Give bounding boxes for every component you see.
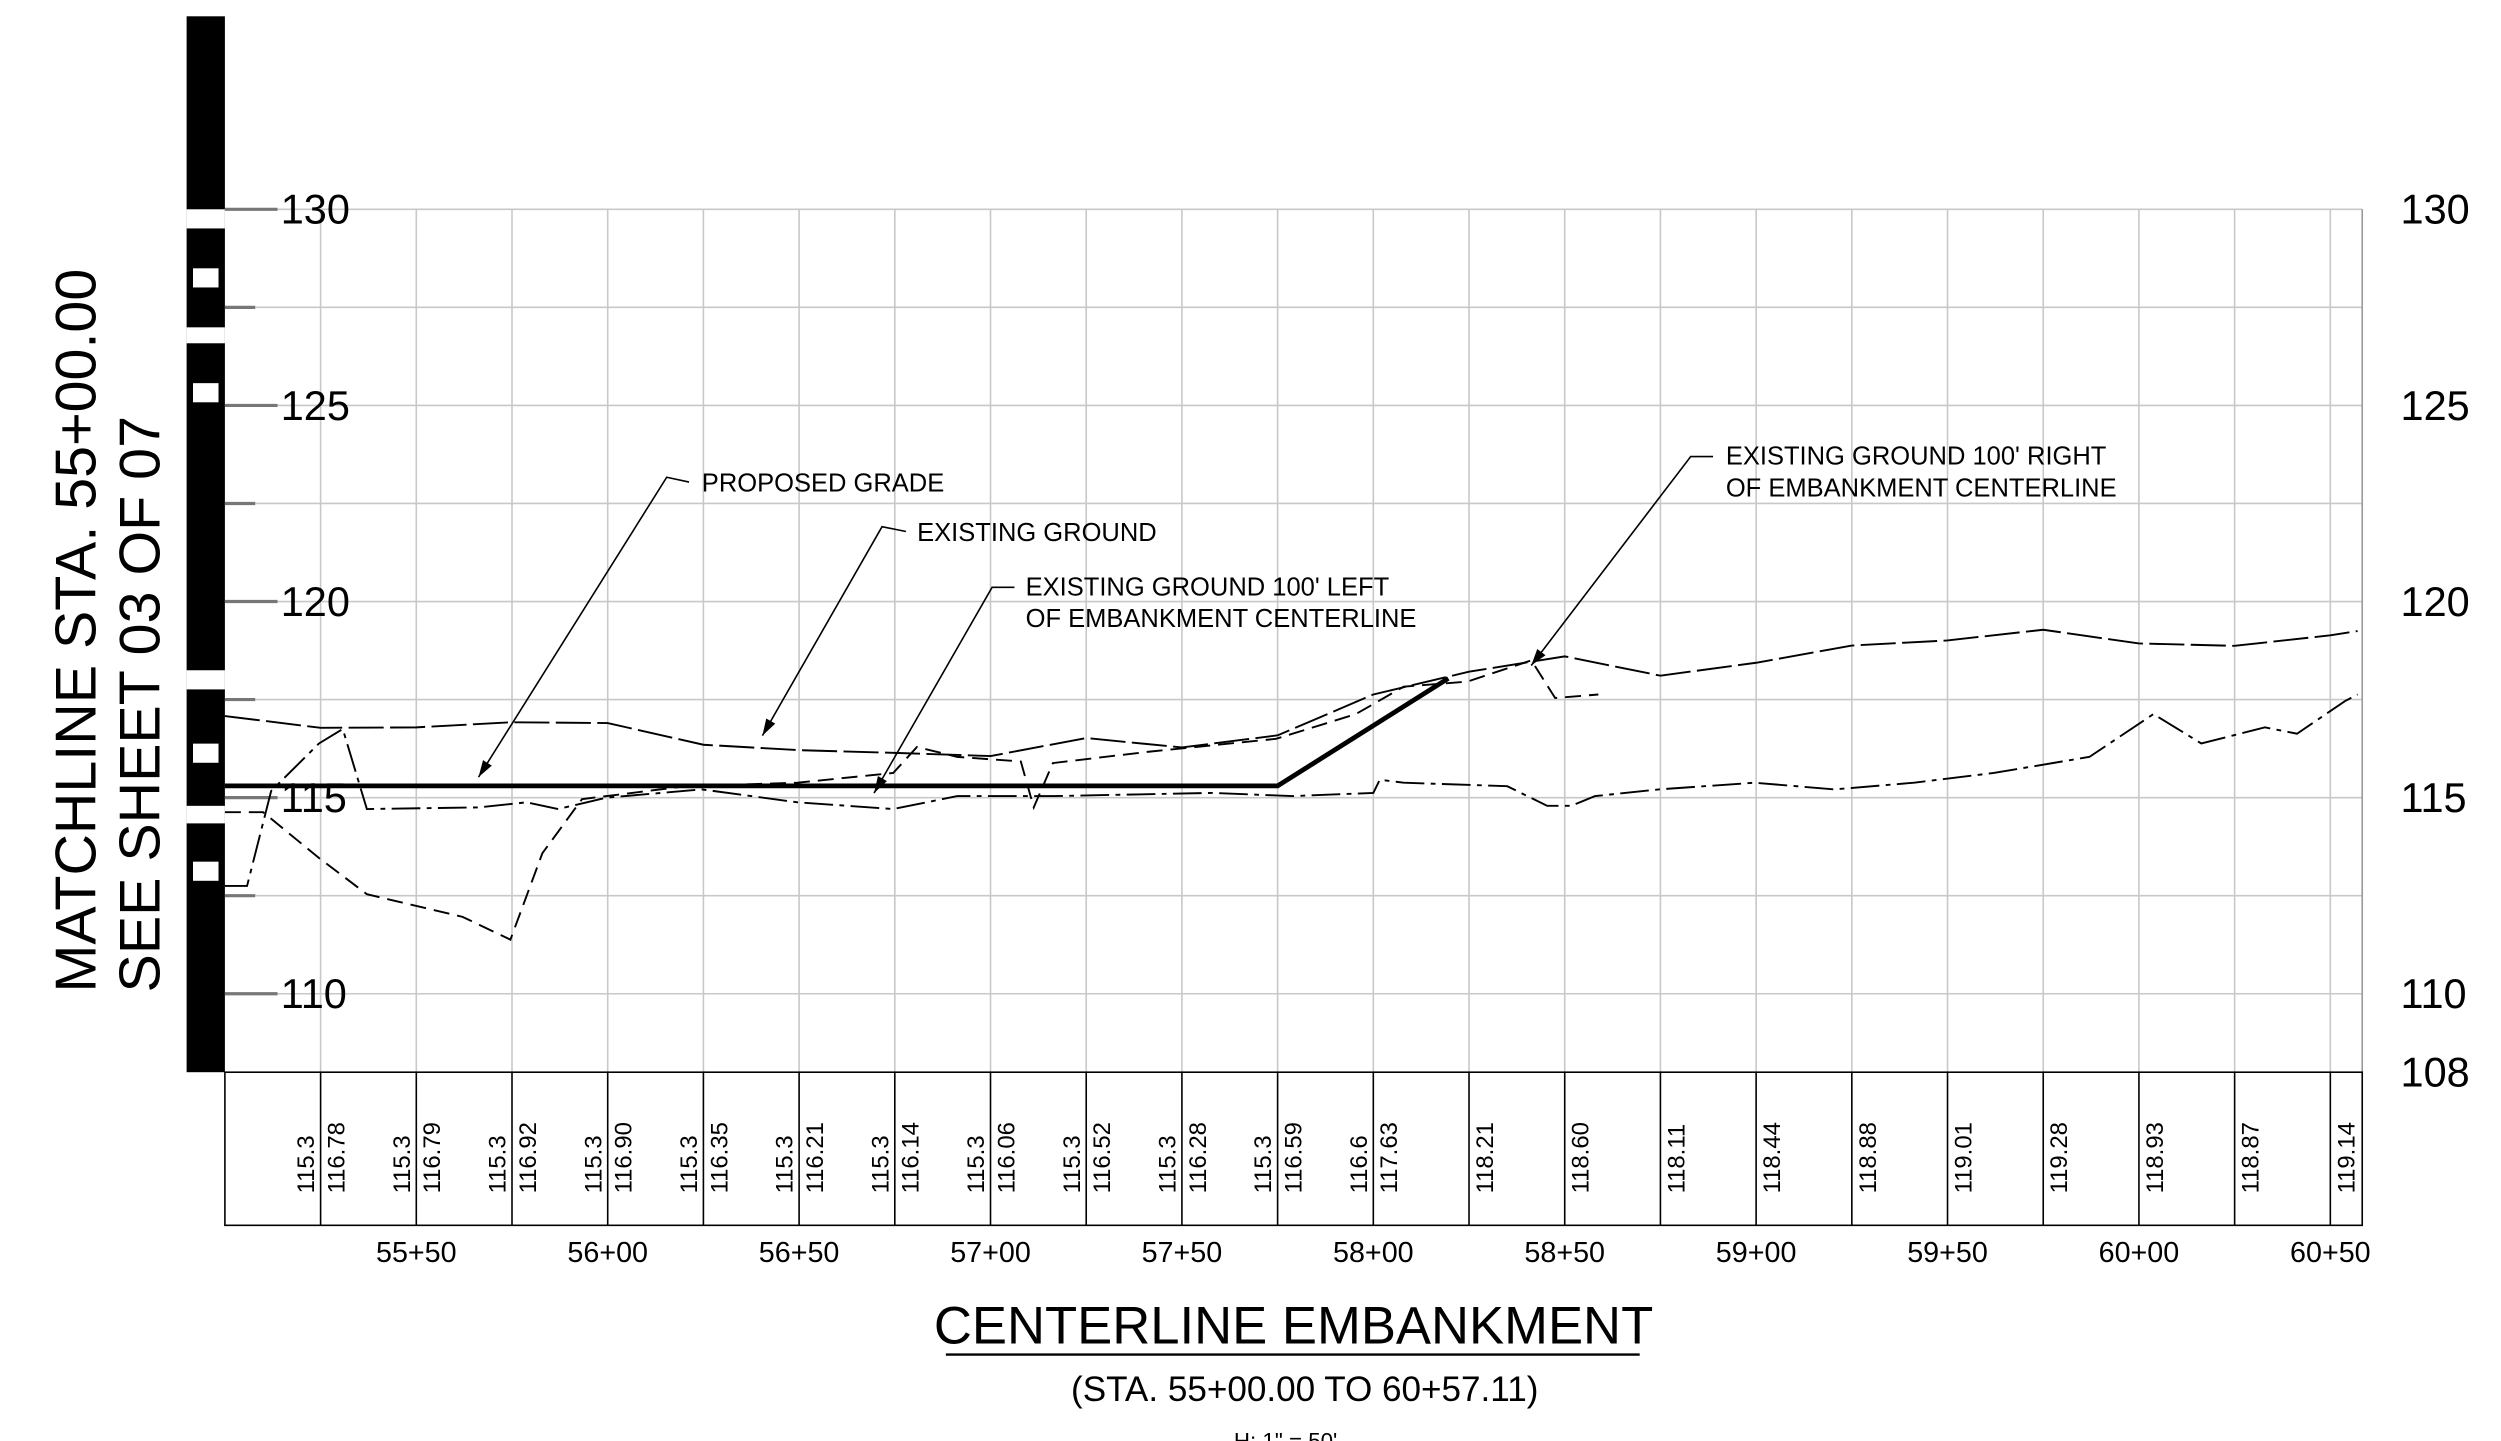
ground-elevation: 116.21	[802, 1122, 829, 1193]
x-tick-label: 57+00	[950, 1237, 1031, 1269]
callout-arrow	[478, 760, 492, 778]
ground-elevation: 119.01	[1950, 1122, 1977, 1193]
x-tick-label: 58+50	[1524, 1237, 1605, 1269]
grade-elevation: 115.3	[1155, 1135, 1182, 1193]
ground-elevation: 119.28	[2046, 1122, 2073, 1193]
callout-label: PROPOSED GRADE	[702, 470, 944, 498]
ground-elevation: 118.87	[2238, 1122, 2265, 1193]
y2-tick-label: 120	[2401, 578, 2470, 625]
ground-elevation: 116.35	[706, 1122, 733, 1193]
ground-elevation: 118.21	[1472, 1122, 1499, 1193]
callout-leader	[761, 525, 907, 737]
y-tick-label: 115	[281, 774, 347, 821]
callout-label: EXISTING GROUND 100' LEFT	[1026, 573, 1390, 601]
y2-tick-label: 110	[2401, 970, 2467, 1017]
callout-leader	[1530, 455, 1714, 666]
series-line	[224, 628, 2358, 758]
callout-arrow	[1531, 649, 1546, 666]
x-tick-label: 55+50	[376, 1237, 457, 1269]
matchline-gap	[186, 670, 225, 690]
grade-elevation: 116.6	[1346, 1135, 1373, 1193]
callout-label: OF EMBANKMENT CENTERLINE	[1726, 474, 2117, 502]
matchline-gap	[186, 327, 225, 344]
chart-title: CENTERLINE EMBANKMENT	[934, 1296, 1653, 1355]
ground-elevation: 118.93	[2142, 1122, 2169, 1193]
ground-elevation: 116.06	[993, 1122, 1020, 1193]
grade-elevation: 115.3	[867, 1135, 894, 1193]
ground-elevation: 116.78	[324, 1122, 351, 1193]
matchline-gap	[186, 209, 225, 229]
ground-elevation: 116.90	[611, 1122, 638, 1193]
y2-tick-label: 108	[2401, 1049, 2470, 1096]
chart-subtitle: (STA. 55+00.00 TO 60+57.11)	[1071, 1370, 1538, 1409]
ground-elevation: 117.63	[1376, 1122, 1403, 1193]
x-tick-label: 60+00	[2099, 1237, 2180, 1269]
y2-tick-label: 115	[2401, 774, 2467, 821]
ground-elevation: 118.11	[1663, 1124, 1690, 1194]
matchline-gap	[192, 861, 219, 881]
ground-elevation: 116.92	[515, 1122, 542, 1193]
matchline-gap	[192, 743, 219, 763]
callout-arrow	[762, 718, 776, 736]
series-line	[224, 676, 1450, 789]
x-tick-label: 57+50	[1142, 1237, 1223, 1269]
x-tick-label: 56+00	[567, 1237, 648, 1269]
x-tick-label: 60+50	[2290, 1237, 2371, 1269]
matchline-gap	[192, 268, 219, 288]
ground-elevation: 119.14	[2333, 1122, 2360, 1193]
x-tick-label: 56+50	[759, 1237, 840, 1269]
ground-elevation: 116.14	[898, 1122, 925, 1193]
ground-elevation: 118.60	[1568, 1122, 1595, 1193]
y2-tick-label: 130	[2401, 186, 2470, 233]
scale-note: H: 1" = 50'	[1234, 1429, 1337, 1441]
y-tick-label: 110	[281, 970, 347, 1017]
y-tick-label: 125	[281, 382, 350, 429]
grade-elevation: 115.3	[676, 1135, 703, 1193]
sheet-label: SEE SHEET 03 OF 07	[109, 416, 173, 992]
grade-elevation: 115.3	[1059, 1135, 1086, 1193]
callout-leader	[477, 476, 690, 778]
series-line	[224, 693, 2359, 887]
x-tick-label: 59+00	[1716, 1237, 1797, 1269]
callout-leader	[873, 586, 1015, 794]
ground-elevation: 118.88	[1855, 1122, 1882, 1193]
grade-elevation: 115.3	[1250, 1135, 1277, 1193]
matchline-label: MATCHLINE STA. 55+00.00	[45, 269, 109, 993]
ground-elevation: 116.79	[419, 1122, 446, 1193]
grade-elevation: 115.3	[580, 1135, 607, 1193]
ground-elevation: 116.52	[1089, 1122, 1116, 1193]
x-tick-label: 58+00	[1333, 1237, 1414, 1269]
callout-label: EXISTING GROUND 100' RIGHT	[1726, 442, 2107, 470]
callout-label: OF EMBANKMENT CENTERLINE	[1026, 605, 1417, 633]
y-tick-label: 120	[281, 578, 350, 625]
y-tick-label: 130	[281, 186, 350, 233]
y2-tick-label: 125	[2401, 382, 2470, 429]
matchline-bar	[186, 16, 225, 1073]
grade-elevation: 115.3	[963, 1135, 990, 1193]
profile-table	[224, 1071, 2364, 1227]
callout-arrow	[874, 775, 887, 794]
grade-elevation: 115.3	[389, 1135, 416, 1193]
matchline-gap	[186, 805, 225, 824]
callout-label: EXISTING GROUND	[917, 519, 1157, 547]
series-line	[224, 659, 1599, 941]
matchline-gap	[192, 383, 219, 403]
ground-elevation: 116.28	[1185, 1122, 1212, 1193]
ground-elevation: 118.44	[1759, 1122, 1786, 1193]
grade-elevation: 115.3	[293, 1135, 320, 1193]
ground-elevation: 116.59	[1281, 1122, 1308, 1193]
grade-elevation: 115.3	[772, 1135, 799, 1193]
x-tick-label: 59+50	[1907, 1237, 1988, 1269]
grade-elevation: 115.3	[485, 1135, 512, 1193]
